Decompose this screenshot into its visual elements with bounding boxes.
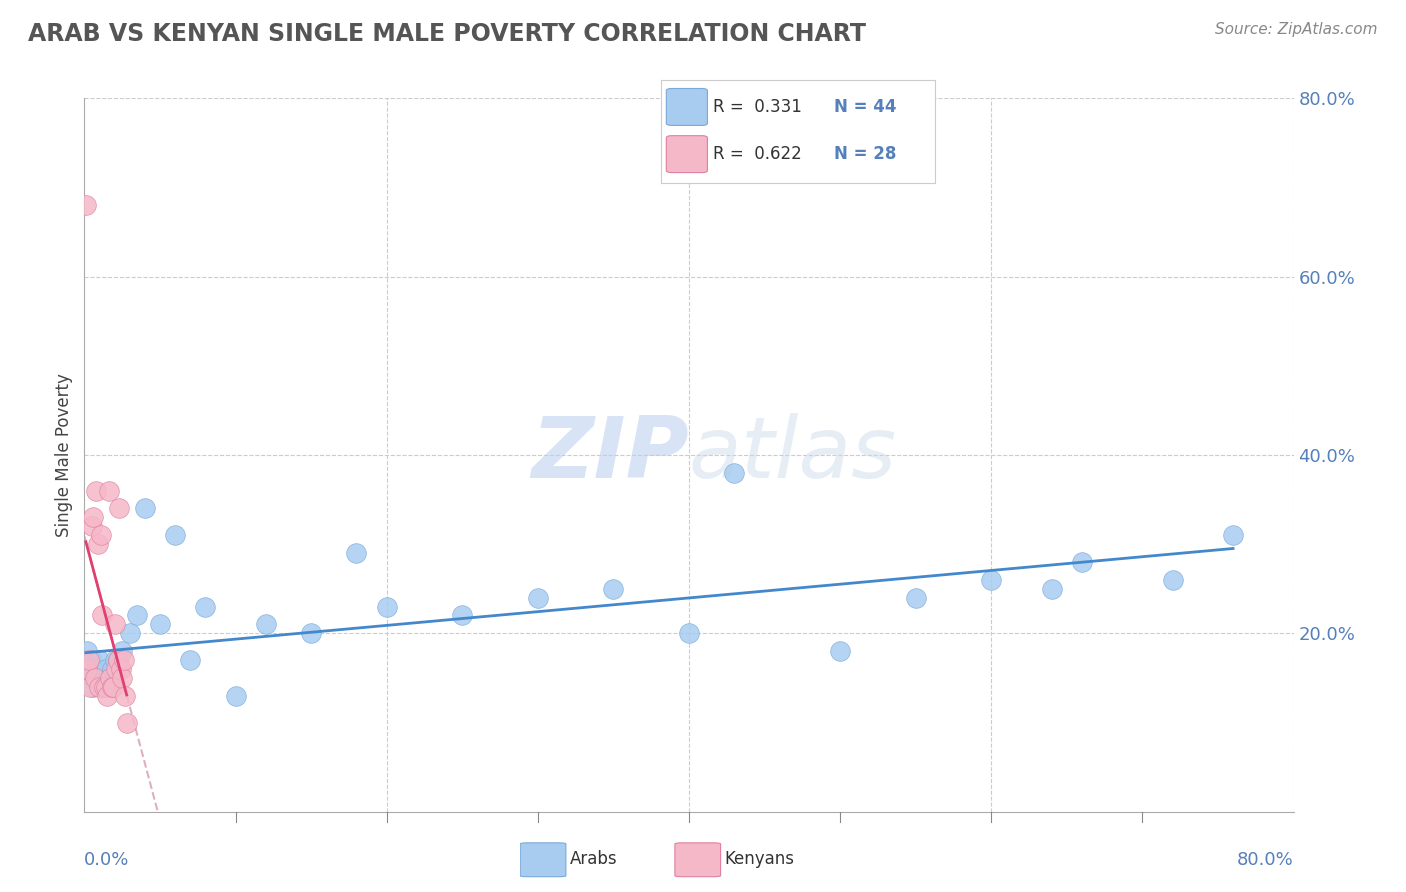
Point <box>678 626 700 640</box>
Text: R =  0.622: R = 0.622 <box>713 145 801 163</box>
Point <box>451 608 474 623</box>
Point <box>86 671 108 685</box>
Point <box>77 662 100 676</box>
Point <box>77 653 100 667</box>
FancyBboxPatch shape <box>520 843 567 877</box>
Point <box>111 671 134 685</box>
Point <box>1161 573 1184 587</box>
Point <box>980 573 1002 587</box>
Point <box>165 528 187 542</box>
Point <box>1222 528 1244 542</box>
Point <box>107 653 129 667</box>
Text: atlas: atlas <box>689 413 897 497</box>
Point <box>104 653 127 667</box>
Point <box>101 680 124 694</box>
Point <box>346 546 368 560</box>
Point <box>134 501 156 516</box>
Point <box>375 599 398 614</box>
Point <box>97 671 120 685</box>
Point <box>108 501 131 516</box>
Point <box>84 671 107 685</box>
Point <box>527 591 550 605</box>
Point <box>80 519 103 533</box>
Point <box>87 537 110 551</box>
Point <box>105 662 128 676</box>
Point <box>104 617 127 632</box>
Text: Source: ZipAtlas.com: Source: ZipAtlas.com <box>1215 22 1378 37</box>
Point <box>830 644 852 658</box>
Point <box>87 662 110 676</box>
FancyBboxPatch shape <box>666 88 707 126</box>
Point <box>179 653 201 667</box>
Point <box>82 680 104 694</box>
Point <box>76 644 98 658</box>
Point <box>602 582 624 596</box>
Point <box>94 680 117 694</box>
Text: ZIP: ZIP <box>531 413 689 497</box>
Point <box>79 671 101 685</box>
Point <box>91 608 114 623</box>
Point <box>86 483 108 498</box>
Point <box>111 644 134 658</box>
FancyBboxPatch shape <box>666 136 707 173</box>
Point <box>98 671 121 685</box>
Point <box>93 671 115 685</box>
Point <box>90 671 112 685</box>
Text: 0.0%: 0.0% <box>84 851 129 869</box>
Text: N = 44: N = 44 <box>834 98 896 116</box>
Point <box>79 680 101 694</box>
Y-axis label: Single Male Poverty: Single Male Poverty <box>55 373 73 537</box>
Point <box>82 510 104 524</box>
Point <box>1040 582 1063 596</box>
Point <box>91 680 114 694</box>
Point <box>112 653 135 667</box>
Point <box>84 662 107 676</box>
Point <box>114 689 136 703</box>
Point <box>96 680 118 694</box>
Point <box>299 626 322 640</box>
Point <box>127 608 149 623</box>
Point <box>904 591 927 605</box>
Point <box>225 689 247 703</box>
Point <box>97 483 120 498</box>
Point <box>194 599 217 614</box>
Point <box>80 653 103 667</box>
Point <box>89 653 111 667</box>
Text: R =  0.331: R = 0.331 <box>713 98 801 116</box>
FancyBboxPatch shape <box>675 843 721 877</box>
Text: 80.0%: 80.0% <box>1237 851 1294 869</box>
Point <box>75 653 97 667</box>
Point <box>93 680 115 694</box>
Point <box>96 689 118 703</box>
Point <box>100 662 122 676</box>
Text: Kenyans: Kenyans <box>724 849 794 868</box>
Point <box>723 466 745 480</box>
Point <box>107 653 129 667</box>
Point <box>110 662 132 676</box>
Point <box>75 198 97 212</box>
Point <box>100 680 122 694</box>
Point <box>115 715 138 730</box>
Text: ARAB VS KENYAN SINGLE MALE POVERTY CORRELATION CHART: ARAB VS KENYAN SINGLE MALE POVERTY CORRE… <box>28 22 866 46</box>
Point <box>149 617 172 632</box>
Point <box>90 528 112 542</box>
Text: Arabs: Arabs <box>569 849 617 868</box>
Text: N = 28: N = 28 <box>834 145 896 163</box>
Point <box>1071 555 1094 569</box>
Point <box>118 626 141 640</box>
Point <box>76 662 98 676</box>
Point <box>254 617 277 632</box>
Point <box>94 662 117 676</box>
Point <box>89 680 111 694</box>
